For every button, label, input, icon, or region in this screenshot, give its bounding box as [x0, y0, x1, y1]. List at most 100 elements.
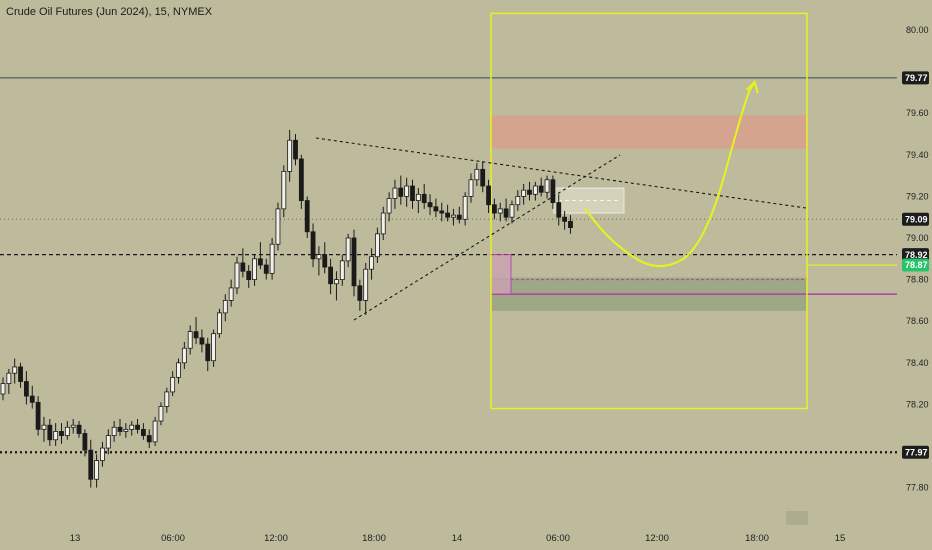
candle-body	[228, 287, 234, 301]
candle-body	[53, 431, 59, 441]
candle-body	[556, 202, 562, 218]
candle	[6, 369, 12, 394]
y-tick-label: 78.80	[906, 275, 929, 285]
candle-body	[304, 200, 310, 233]
candle-body	[123, 428, 129, 432]
candle	[544, 175, 550, 199]
projection-curve	[584, 81, 756, 268]
candle	[334, 271, 339, 301]
lower-trendline	[353, 154, 621, 321]
candle-body	[410, 185, 415, 201]
price-badge-78-92: 78.92	[902, 248, 929, 262]
zones	[490, 12, 897, 525]
y-tick-label: 79.20	[906, 191, 929, 201]
candle	[468, 173, 474, 203]
candle	[187, 325, 193, 355]
candle-body	[374, 233, 380, 258]
candle	[392, 179, 398, 209]
candle-body	[404, 185, 410, 197]
candle-body	[421, 193, 427, 204]
candle	[88, 439, 94, 488]
candle-body	[380, 212, 386, 235]
candle-body	[468, 179, 474, 197]
price-badge-bg	[902, 445, 929, 459]
candle	[527, 181, 532, 201]
price-badge-bg	[902, 71, 929, 85]
candle	[386, 192, 392, 222]
candle	[415, 188, 421, 214]
candle	[70, 418, 76, 434]
candle	[298, 154, 304, 209]
candle	[427, 194, 433, 216]
candle	[451, 208, 456, 226]
candle	[562, 210, 567, 230]
candle	[521, 183, 527, 205]
candle-body	[486, 185, 491, 206]
x-tick-label: 14	[452, 533, 463, 544]
candle-body	[351, 237, 357, 287]
candle-body	[263, 264, 269, 274]
candle	[47, 418, 53, 446]
candle	[18, 362, 23, 388]
candle	[568, 215, 573, 234]
candle-body	[0, 383, 6, 395]
candle	[538, 177, 544, 197]
candle-body	[363, 268, 369, 301]
candle	[82, 429, 88, 457]
candle-body	[527, 189, 532, 195]
candle-body	[398, 187, 404, 197]
candle	[140, 423, 146, 440]
candle	[357, 279, 363, 311]
x-tick-label: 18:00	[745, 533, 769, 544]
candle	[29, 385, 35, 409]
price-axis[interactable]: 80.00 79.60 79.40 79.20 79.00 78.80 78.60 78.40…	[902, 25, 929, 493]
candle-body	[322, 254, 328, 268]
candle	[497, 202, 503, 222]
candle-body	[234, 262, 240, 289]
candle	[64, 421, 70, 440]
price-badge-label: 79.09	[905, 214, 928, 224]
y-tick-label: 77.80	[906, 483, 929, 493]
x-tick-label: 06:00	[546, 533, 570, 544]
candle	[100, 441, 105, 467]
candle	[351, 229, 357, 297]
candle-body	[70, 424, 76, 428]
candle-body	[240, 262, 246, 272]
time-axis[interactable]: 13 06:00 12:00 18:00 14 06:00 12:00 18:00 15	[70, 533, 846, 544]
candle-body	[117, 426, 123, 432]
candle	[439, 202, 445, 222]
candle-body	[293, 139, 298, 160]
candle-body	[509, 204, 515, 218]
candle	[170, 371, 176, 397]
candle-body	[111, 426, 117, 436]
candle-body	[392, 187, 398, 199]
candle-body	[562, 216, 567, 222]
candle	[287, 129, 293, 182]
candle	[374, 227, 380, 263]
candle	[269, 238, 275, 280]
candle-body	[76, 424, 82, 434]
candle	[257, 242, 263, 270]
candle-body	[287, 139, 293, 172]
price-badge-bg	[902, 212, 929, 226]
candle	[205, 337, 211, 372]
candle	[339, 254, 345, 286]
scroll-handle[interactable]	[786, 511, 808, 525]
upper-trendline	[315, 137, 807, 209]
candle	[556, 194, 562, 226]
candle	[217, 308, 222, 338]
candle-body	[170, 376, 176, 393]
candle-body	[345, 237, 351, 262]
price-badge-79-09: 79.09	[902, 212, 929, 226]
candle-body	[532, 185, 538, 195]
candle-body	[544, 179, 550, 193]
marker-box	[490, 254, 512, 295]
candle-body	[462, 195, 468, 220]
candle-body	[18, 366, 23, 382]
candle	[59, 423, 64, 444]
candle-body	[140, 428, 146, 436]
candle-body	[135, 424, 140, 430]
candle	[532, 181, 538, 201]
